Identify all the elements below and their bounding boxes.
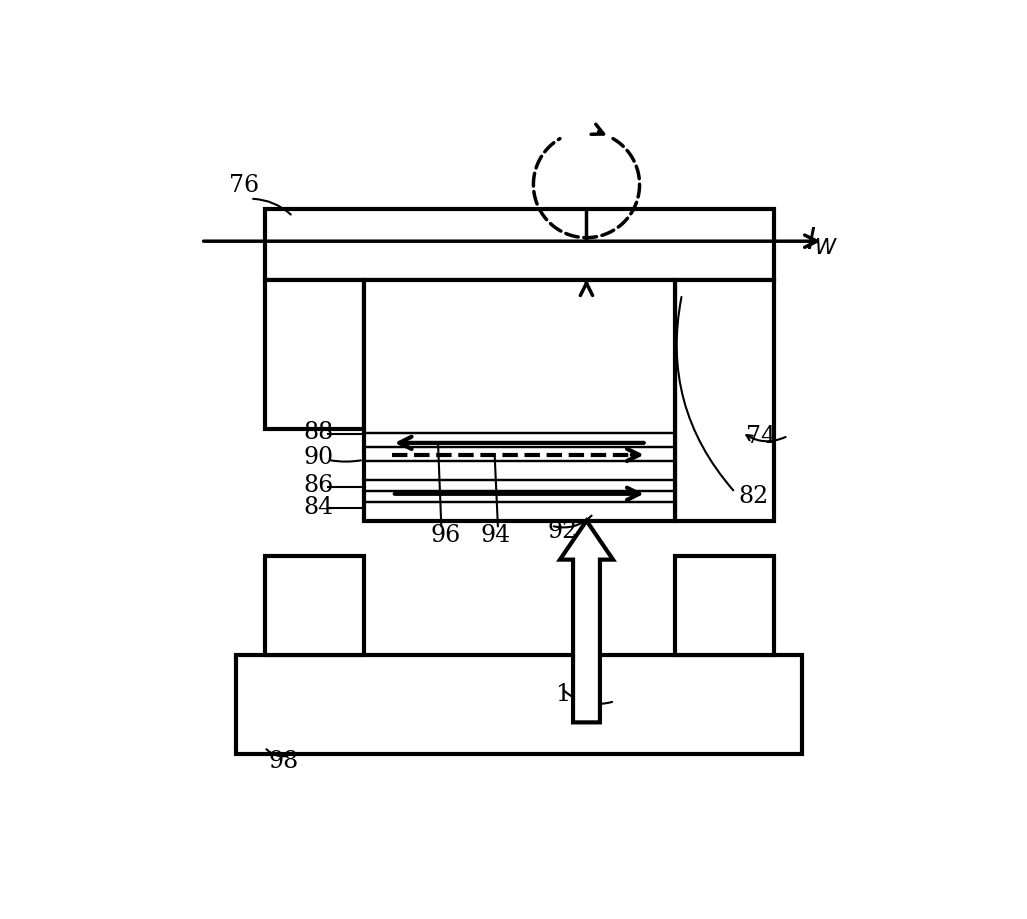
Bar (265, 210, 774, 280)
Text: 84: 84 (303, 495, 334, 518)
Text: 74: 74 (746, 425, 775, 448)
Bar (265, 556, 364, 655)
Text: 76: 76 (229, 174, 259, 197)
Text: $I_W$: $I_W$ (806, 226, 839, 256)
Text: 88: 88 (303, 421, 334, 444)
Text: 100: 100 (555, 683, 600, 706)
Bar (236, 655, 802, 754)
Text: 94: 94 (481, 524, 510, 547)
Text: 98: 98 (268, 751, 298, 774)
Bar (675, 556, 774, 655)
Bar (364, 280, 675, 521)
Text: 96: 96 (430, 524, 461, 547)
Bar (675, 280, 774, 521)
Text: 92: 92 (547, 520, 578, 543)
FancyArrow shape (560, 521, 613, 722)
Bar (265, 280, 364, 428)
Text: 86: 86 (303, 474, 334, 497)
Text: 90: 90 (303, 446, 334, 469)
Text: 82: 82 (738, 485, 769, 508)
